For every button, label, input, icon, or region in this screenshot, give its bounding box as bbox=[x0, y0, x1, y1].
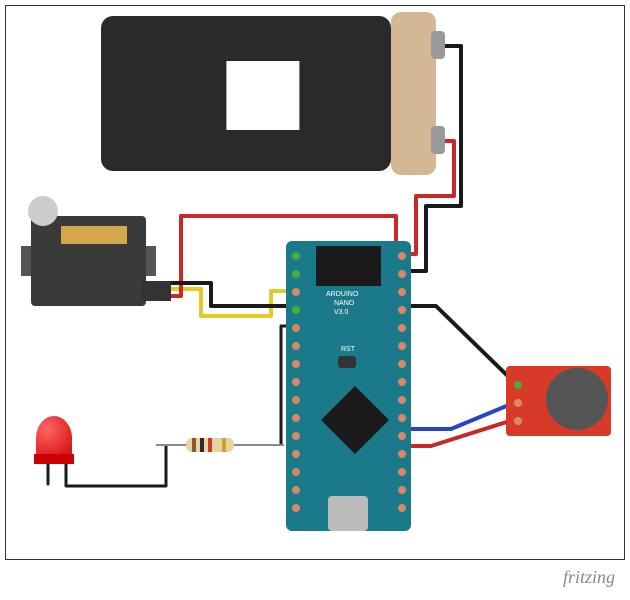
pin-rst bbox=[398, 288, 406, 296]
sound-sensor-mic bbox=[546, 368, 608, 430]
pin-d2 bbox=[292, 324, 300, 332]
pin-a7 bbox=[398, 324, 406, 332]
pin-gnd bbox=[398, 270, 406, 278]
pin-tx1 bbox=[292, 252, 300, 260]
servo-shaft bbox=[28, 196, 58, 226]
pin-vin bbox=[398, 252, 406, 260]
pin-5v bbox=[398, 306, 406, 314]
pin-d10 bbox=[292, 468, 300, 476]
resistor-band bbox=[222, 438, 226, 452]
resistor-band bbox=[192, 438, 196, 452]
battery-voltage-label: 9V bbox=[226, 61, 299, 130]
arduino-model-label-3: V3.0 bbox=[334, 309, 348, 316]
resistor-band bbox=[200, 438, 204, 452]
pin-d5 bbox=[292, 378, 300, 386]
pin-d13 bbox=[398, 504, 406, 512]
resistor-lead-left bbox=[156, 444, 186, 446]
servo-connector bbox=[141, 281, 171, 301]
pin-d8 bbox=[292, 432, 300, 440]
pin-a4 bbox=[398, 378, 406, 386]
arduino-model-label-1: ARDUINO bbox=[326, 291, 358, 298]
pin-d7 bbox=[292, 414, 300, 422]
sound-pin-2 bbox=[514, 417, 522, 425]
attribution-label: fritzing bbox=[563, 567, 615, 588]
led-base bbox=[34, 454, 74, 464]
wire-sound-vcc bbox=[406, 306, 516, 384]
arduino-reset-label: RST bbox=[341, 346, 355, 353]
sound-pin-1 bbox=[514, 399, 522, 407]
pin-d6 bbox=[292, 396, 300, 404]
pin-rx0 bbox=[292, 270, 300, 278]
wire-servo-gnd bbox=[166, 283, 296, 306]
pin-3v3 bbox=[398, 486, 406, 494]
pin-a2 bbox=[398, 414, 406, 422]
arduino-icsp-headers bbox=[316, 246, 381, 286]
pin-a0 bbox=[398, 450, 406, 458]
pin-a1 bbox=[398, 432, 406, 440]
pin-rst bbox=[292, 288, 300, 296]
resistor-band bbox=[208, 438, 212, 452]
pin-ref bbox=[398, 468, 406, 476]
wire-servo-sig bbox=[166, 289, 296, 316]
pin-a6 bbox=[398, 342, 406, 350]
arduino-reset-button bbox=[338, 356, 356, 368]
arduino-usb-port bbox=[328, 496, 368, 531]
pin-d4 bbox=[292, 360, 300, 368]
pin-d9 bbox=[292, 450, 300, 458]
pin-d11 bbox=[292, 486, 300, 494]
arduino-model-label-2: NANO bbox=[334, 300, 354, 307]
wire-led-anode bbox=[66, 446, 166, 486]
pin-a5 bbox=[398, 360, 406, 368]
pin-d12 bbox=[292, 504, 300, 512]
battery-terminal-neg bbox=[431, 126, 445, 154]
diagram-canvas: 9V SERVO ARDUINO NANO V3.0 RST bbox=[5, 5, 625, 560]
resistor-lead-right bbox=[234, 444, 284, 446]
pin-d3 bbox=[292, 342, 300, 350]
battery-cap bbox=[391, 12, 436, 175]
sound-pin-0 bbox=[514, 381, 522, 389]
battery-terminal-pos bbox=[431, 31, 445, 59]
pin-gnd bbox=[292, 306, 300, 314]
pin-a3 bbox=[398, 396, 406, 404]
servo-label: SERVO bbox=[61, 226, 127, 244]
